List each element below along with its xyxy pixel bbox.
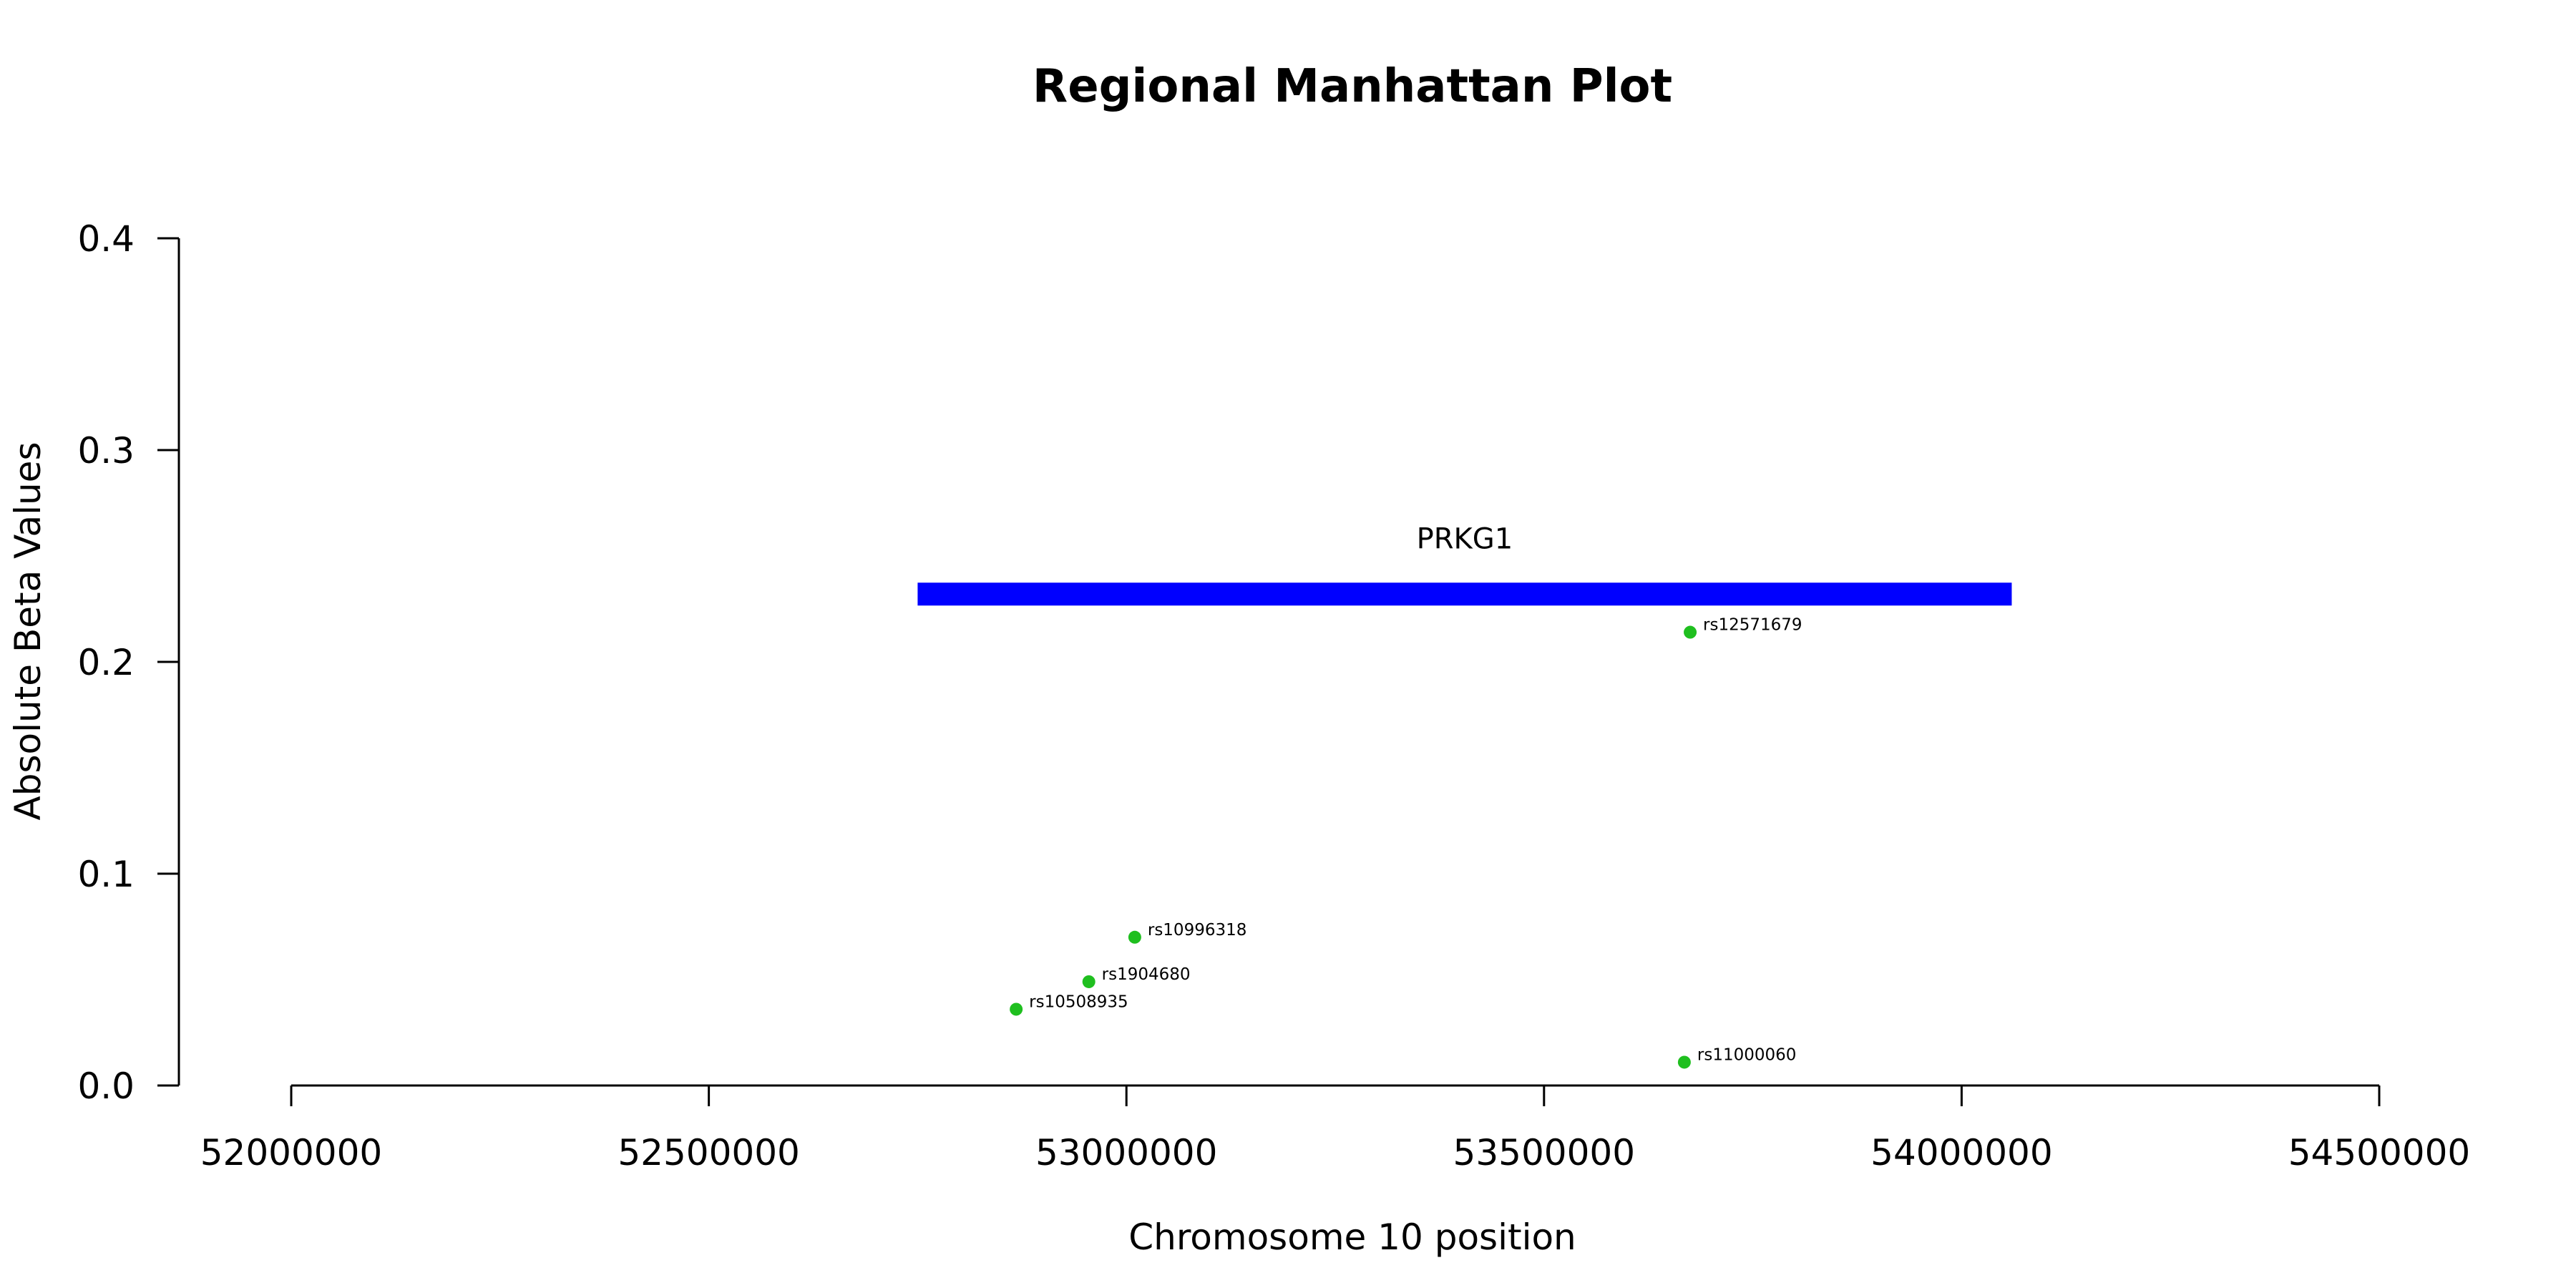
x-tick-label: 53500000 (1453, 1132, 1636, 1174)
x-axis-label: Chromosome 10 position (1128, 1216, 1576, 1258)
y-axis-label: Absolute Beta Values (7, 442, 49, 821)
x-tick-label: 54000000 (1870, 1132, 2053, 1174)
x-tick-label: 53000000 (1035, 1132, 1218, 1174)
snp-point (1128, 930, 1141, 944)
y-axis-ticks: 0.0 0.1 0.2 0.3 0.4 (77, 218, 179, 1107)
snp-label: rs1904680 (1102, 965, 1191, 984)
gene-label: PRKG1 (1417, 522, 1513, 555)
snp-point (1010, 1002, 1023, 1016)
x-tick-label: 52000000 (200, 1132, 383, 1174)
snp-point (1677, 1055, 1691, 1069)
gene-track: PRKG1 (917, 522, 2012, 606)
x-tick-label: 52500000 (618, 1132, 800, 1174)
snp-points: rs12571679 rs10996318 rs1904680 rs10508935 r… (1010, 616, 1802, 1069)
y-tick-label: 0.3 (77, 430, 135, 472)
x-tick-label: 54500000 (2288, 1132, 2471, 1174)
y-tick-label: 0.0 (77, 1065, 135, 1107)
snp-label: rs11000060 (1697, 1045, 1797, 1064)
snp-point (1684, 625, 1697, 639)
snp-label: rs10996318 (1148, 921, 1247, 940)
snp-point (1082, 975, 1096, 988)
snp-label: rs12571679 (1703, 616, 1802, 635)
y-tick-label: 0.4 (77, 218, 135, 260)
y-tick-label: 0.2 (77, 642, 135, 683)
chart-title: Regional Manhattan Plot (1033, 60, 1672, 113)
y-tick-label: 0.1 (77, 854, 135, 895)
gene-bar-prkg1 (917, 582, 2012, 606)
snp-label: rs10508935 (1029, 992, 1128, 1011)
x-axis-ticks: 52000000 52500000 53000000 53500000 54000000… (200, 1085, 2471, 1174)
